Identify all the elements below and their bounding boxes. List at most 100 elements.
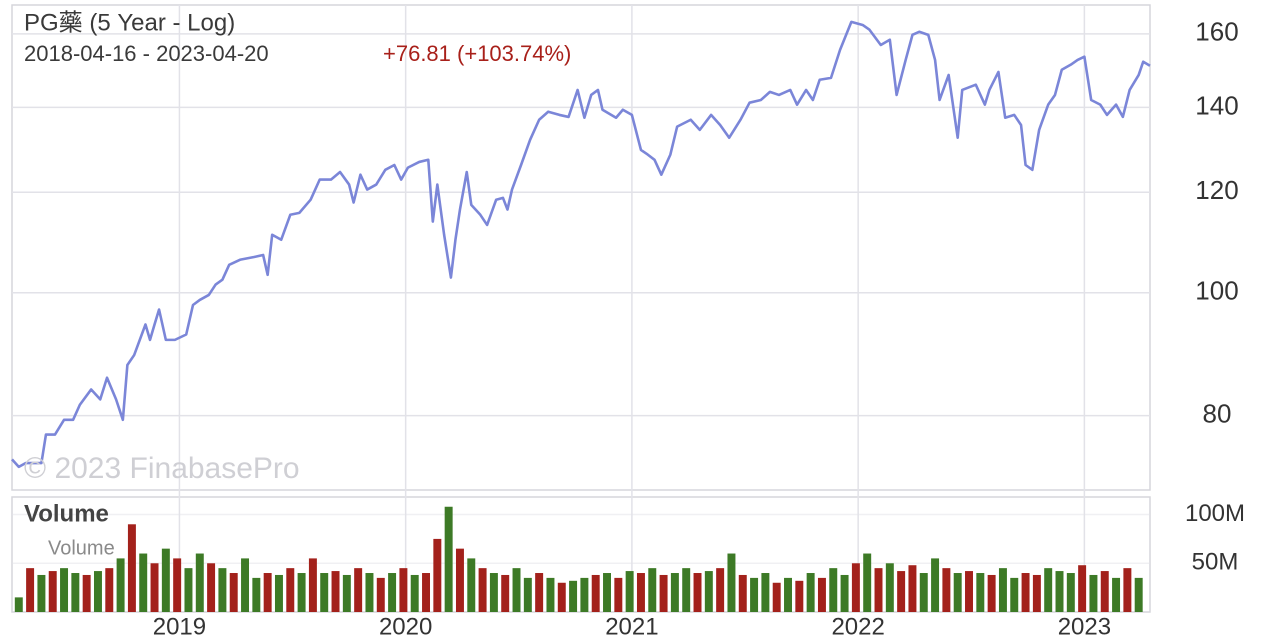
- volume-bar: [885, 563, 894, 612]
- volume-bar: [139, 553, 148, 612]
- chart-title: PG藥 (5 Year - Log): [24, 9, 235, 36]
- volume-bar: [580, 577, 589, 612]
- volume-bar: [71, 573, 80, 612]
- volume-bar: [388, 573, 397, 612]
- volume-bar: [840, 574, 849, 612]
- volume-bar: [716, 568, 725, 612]
- volume-bar: [1044, 568, 1053, 612]
- volume-bar: [535, 573, 544, 612]
- volume-bar: [614, 577, 623, 612]
- volume-bar: [48, 571, 57, 612]
- volume-bar: [863, 553, 872, 612]
- mark-layer: [11, 20, 1151, 612]
- volume-bar: [795, 580, 804, 612]
- volume-bar: [274, 574, 283, 612]
- volume-bar: [1089, 574, 1098, 612]
- volume-bar: [546, 577, 555, 612]
- volume-bar: [37, 574, 46, 612]
- volume-bar: [874, 568, 883, 612]
- volume-bar: [184, 568, 193, 612]
- volume-bar: [195, 553, 204, 612]
- volume-bar: [489, 573, 498, 612]
- volume-bar: [1021, 573, 1030, 612]
- volume-bar: [750, 577, 759, 612]
- y-tick-label: 100: [1195, 276, 1238, 306]
- volume-bar: [772, 582, 781, 612]
- legend-entry: Volume: [48, 537, 115, 559]
- volume-bar: [987, 574, 996, 612]
- volume-bar: [1066, 573, 1075, 612]
- y-tick-label: 160: [1195, 17, 1238, 47]
- volume-bar: [625, 571, 634, 612]
- volume-title: Volume: [24, 500, 109, 527]
- volume-bar: [727, 553, 736, 612]
- volume-bar: [286, 568, 295, 612]
- volume-bar: [376, 577, 385, 612]
- volume-bar: [105, 568, 114, 612]
- x-tick-label: 2021: [605, 613, 658, 640]
- volume-bar: [241, 558, 250, 612]
- volume-bar: [919, 573, 928, 612]
- x-tick-label: 2022: [831, 613, 884, 640]
- volume-bar: [1100, 571, 1109, 612]
- volume-bar: [965, 571, 973, 612]
- volume-bar: [523, 577, 532, 612]
- grid-layer: [12, 5, 1150, 612]
- volume-bar: [331, 571, 340, 612]
- volume-bar: [648, 568, 657, 612]
- volume-bar: [976, 573, 985, 612]
- price-change: +76.81 (+103.74%): [383, 41, 571, 66]
- volume-bar: [1010, 577, 1019, 612]
- volume-bar: [1055, 571, 1064, 612]
- price-line: [11, 20, 1151, 469]
- volume-bar: [953, 573, 962, 612]
- volume-bar: [682, 568, 691, 612]
- volume-bar: [908, 565, 917, 612]
- volume-bar: [829, 568, 838, 612]
- volume-bar: [116, 558, 125, 612]
- volume-bar: [670, 573, 679, 612]
- volume-bar: [569, 580, 578, 612]
- volume-bar: [501, 574, 510, 612]
- x-tick-label: 2019: [153, 613, 206, 640]
- volume-bar: [320, 573, 329, 612]
- volume-bar: [207, 563, 216, 612]
- volume-bar: [659, 574, 668, 612]
- volume-bar: [1134, 577, 1143, 612]
- volume-bar: [229, 573, 238, 612]
- volume-bar: [704, 571, 713, 612]
- volume-bar: [60, 568, 69, 612]
- volume-bar: [478, 568, 487, 612]
- volume-bar: [897, 571, 906, 612]
- volume-bar: [738, 574, 747, 612]
- volume-bar: [851, 563, 860, 612]
- volume-bar: [422, 573, 431, 612]
- volume-bar: [784, 577, 792, 612]
- volume-bar: [467, 558, 476, 612]
- volume-bar: [308, 558, 317, 612]
- y-tick-label: 140: [1195, 90, 1238, 120]
- volume-bar: [1032, 574, 1041, 612]
- chart-subtitle: 2018-04-16 - 2023-04-20: [24, 41, 269, 66]
- y-tick-label: 50M: [1192, 549, 1239, 576]
- volume-bar: [365, 573, 374, 612]
- volume-bar: [342, 574, 351, 612]
- volume-bar: [433, 538, 442, 612]
- x-tick-label: 2020: [379, 613, 432, 640]
- volume-bar: [297, 573, 306, 612]
- volume-bar: [399, 568, 408, 612]
- volume-bar: [218, 568, 227, 612]
- volume-bar: [806, 573, 815, 612]
- volume-bar: [455, 548, 464, 612]
- volume-bar: [931, 558, 940, 612]
- volume-bar: [82, 574, 91, 612]
- volume-bar: [761, 573, 770, 612]
- volume-bar: [1078, 565, 1087, 612]
- volume-bar: [998, 568, 1007, 612]
- volume-bar: [603, 573, 612, 612]
- volume-bar: [354, 568, 363, 612]
- volume-bar: [591, 574, 600, 612]
- volume-bar: [1123, 568, 1132, 612]
- volume-bar: [173, 558, 182, 612]
